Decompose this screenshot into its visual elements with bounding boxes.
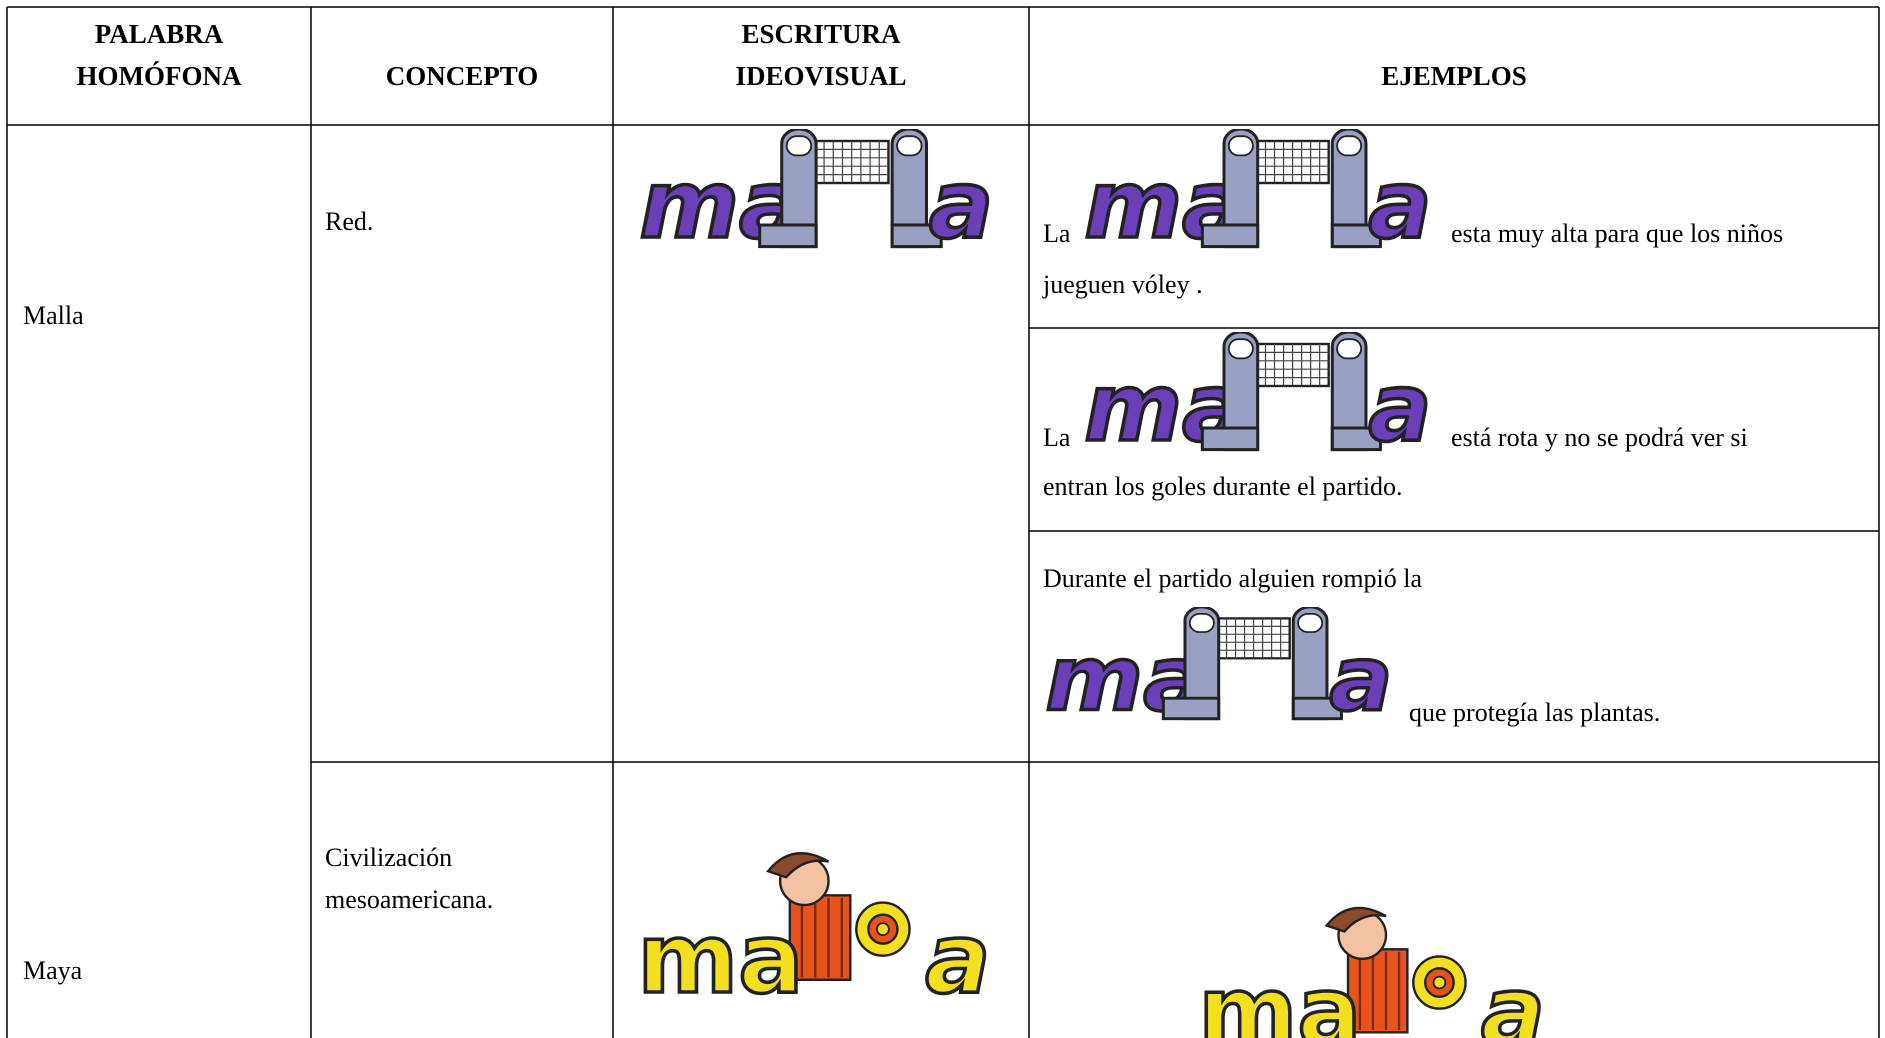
post-foot [1161,696,1221,721]
post [1222,330,1260,452]
concept: Red. [325,207,374,236]
header: ESCRITURA IDEOVISUAL [613,13,1029,97]
post-foot [1200,426,1260,452]
figure [766,852,911,982]
glyph-letters: a [925,902,990,1010]
ideogram: ma a [1043,605,1404,733]
ideogram: ma a [637,127,1005,262]
post [1183,605,1221,721]
post-window [1227,338,1254,360]
letters: ma a [1197,955,1547,1038]
concept: Civilización [325,843,453,872]
glyph-letters: a [1481,957,1545,1038]
header-line: HOMÓFONA [76,61,242,91]
header: PALABRA HOMÓFONA [7,13,311,97]
glyph-letters: a [1368,151,1431,249]
figure [1324,906,1467,1034]
glyph-letters: a [1368,354,1431,452]
concept: mesoamericana. [325,885,494,914]
example-text: que protegía las plantas. [1409,698,1661,727]
post-foot [1291,696,1343,721]
ideogram: ma a [1082,330,1443,465]
glyph-image: ma a [1044,605,1394,733]
ideogram: ma a [1082,127,1443,262]
example-text: jueguen vóley . [1043,270,1203,299]
ideogram: ma a [635,835,1022,1017]
example-text: La [1043,423,1071,452]
example-text: está rota y no se podrá ver si [1451,423,1748,452]
post-window [1188,612,1215,633]
post-foot [1200,223,1260,249]
post [1330,127,1368,249]
glyph-image: ma a [1083,330,1434,465]
post-foot [758,223,818,249]
word: Maya [23,956,83,985]
header-line: IDEOVISUAL [735,61,907,91]
header: EJEMPLOS [1029,55,1879,97]
header-line: ESCRITURA [741,19,901,49]
post-window [785,135,813,157]
glyph-image: ma a [1197,906,1547,1038]
example-text: Durante el partido alguien rompió la [1043,564,1423,593]
example-text: La [1043,219,1071,248]
glyph-image: ma a [1083,127,1434,262]
glyph-letters: ma [1198,957,1361,1038]
post-window [1336,338,1363,360]
target [875,922,890,937]
post-window [896,135,923,157]
example-text: entran los goles durante el partido. [1043,472,1403,501]
header-line: PALABRA [94,19,224,49]
target [1432,975,1447,990]
glyph-image: ma a [638,127,995,262]
post-window [1336,135,1363,157]
figure-body [1346,948,1409,1034]
post-window [1227,135,1254,157]
post [780,127,818,249]
letters: ma a [636,900,993,1017]
post-foot [1330,223,1382,249]
post-foot [1330,426,1382,452]
word: Malla [23,301,84,330]
header: CONCEPTO [311,55,613,97]
example-text: esta muy alta para que los niños [1451,219,1784,248]
post [890,127,929,249]
glyph-image: ma a [636,852,993,1017]
post-window [1297,612,1324,633]
post [1330,330,1368,452]
header-line: CONCEPTO [385,61,539,91]
glyph-letters: a [929,151,994,249]
hair [766,852,830,879]
post-foot [890,223,943,249]
ideogram: ma a [1196,890,1576,1038]
post [1291,605,1329,721]
glyph-letters: a [1329,627,1392,721]
header-line: EJEMPLOS [1381,61,1527,91]
hair [1324,906,1387,933]
glyph-letters: ma [1045,627,1206,721]
post [1222,127,1260,249]
glyph-letters: ma [637,902,803,1010]
